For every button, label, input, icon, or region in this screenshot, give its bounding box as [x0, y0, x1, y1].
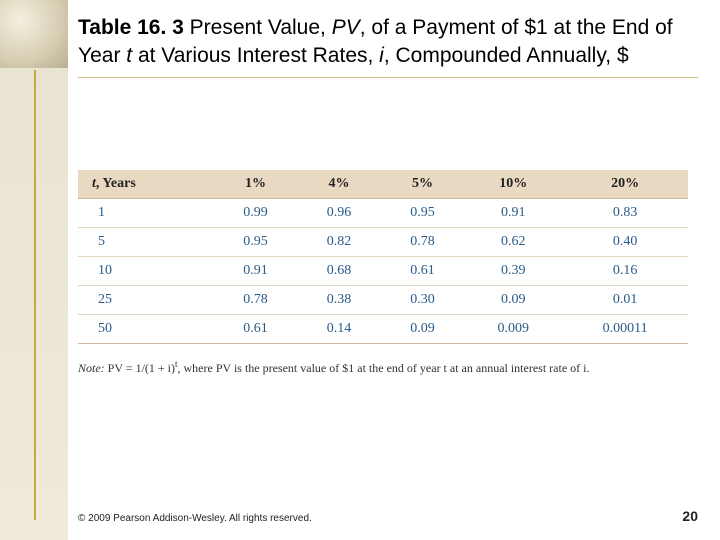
col-1pct: 1%: [214, 170, 298, 199]
note-label: Note:: [78, 361, 105, 375]
cell: 0.82: [297, 228, 381, 257]
corner-graphic: [0, 0, 68, 68]
cell-t: 25: [78, 286, 214, 315]
cell: 0.95: [381, 199, 465, 228]
cell: 0.00011: [562, 315, 688, 344]
cell: 0.40: [562, 228, 688, 257]
title-part-d: , Compounded Annually, $: [384, 44, 629, 67]
cell: 0.68: [297, 257, 381, 286]
cell-t: 1: [78, 199, 214, 228]
cell-t: 5: [78, 228, 214, 257]
title-pv: PV: [332, 16, 360, 39]
cell: 0.99: [214, 199, 298, 228]
vertical-accent-line: [34, 70, 36, 520]
table-row: 5 0.95 0.82 0.78 0.62 0.40: [78, 228, 688, 257]
pv-table: t, Years 1% 4% 5% 10% 20% 1 0.99 0.96 0.…: [78, 170, 688, 344]
cell: 0.91: [214, 257, 298, 286]
cell: 0.91: [464, 199, 562, 228]
cell: 0.62: [464, 228, 562, 257]
cell-t: 10: [78, 257, 214, 286]
slide-title: Table 16. 3 Present Value, PV, of a Paym…: [78, 14, 698, 78]
cell: 0.01: [562, 286, 688, 315]
cell: 0.83: [562, 199, 688, 228]
col-years: t, Years: [78, 170, 214, 199]
table-row: 1 0.99 0.96 0.95 0.91 0.83: [78, 199, 688, 228]
col-4pct: 4%: [297, 170, 381, 199]
cell: 0.09: [381, 315, 465, 344]
cell-t: 50: [78, 315, 214, 344]
cell: 0.09: [464, 286, 562, 315]
table-note: Note: PV = 1/(1 + i)t, where PV is the p…: [78, 358, 688, 377]
cell: 0.61: [214, 315, 298, 344]
table-label: Table 16. 3: [78, 16, 184, 39]
table-row: 10 0.91 0.68 0.61 0.39 0.16: [78, 257, 688, 286]
table-row: 50 0.61 0.14 0.09 0.009 0.00011: [78, 315, 688, 344]
col-5pct: 5%: [381, 170, 465, 199]
cell: 0.95: [214, 228, 298, 257]
cell: 0.30: [381, 286, 465, 315]
copyright-text: © 2009 Pearson Addison-Wesley. All right…: [78, 513, 312, 524]
col-10pct: 10%: [464, 170, 562, 199]
cell: 0.39: [464, 257, 562, 286]
page-number: 20: [682, 508, 698, 524]
cell: 0.38: [297, 286, 381, 315]
table-row: 25 0.78 0.38 0.30 0.09 0.01: [78, 286, 688, 315]
title-part-c: at Various Interest Rates,: [132, 44, 379, 67]
note-body-b: , where PV is the present value of $1 at…: [178, 361, 590, 375]
col-20pct: 20%: [562, 170, 688, 199]
cell: 0.78: [381, 228, 465, 257]
note-body-a: PV = 1/(1 + i): [105, 361, 175, 375]
table-header-row: t, Years 1% 4% 5% 10% 20%: [78, 170, 688, 199]
cell: 0.96: [297, 199, 381, 228]
cell: 0.009: [464, 315, 562, 344]
cell: 0.16: [562, 257, 688, 286]
pv-table-container: t, Years 1% 4% 5% 10% 20% 1 0.99 0.96 0.…: [78, 170, 688, 377]
cell: 0.61: [381, 257, 465, 286]
slide-footer: © 2009 Pearson Addison-Wesley. All right…: [78, 508, 698, 524]
title-part-a: Present Value,: [184, 16, 332, 39]
cell: 0.78: [214, 286, 298, 315]
cell: 0.14: [297, 315, 381, 344]
